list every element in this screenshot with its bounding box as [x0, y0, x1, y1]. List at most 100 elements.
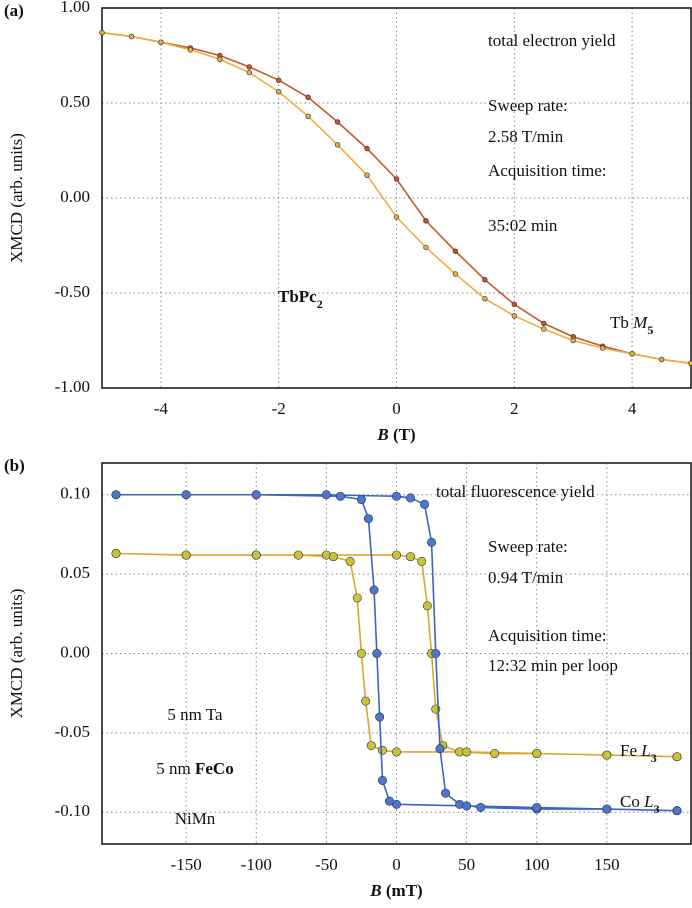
data-point: [629, 351, 635, 357]
data-point: [293, 550, 303, 560]
y-tick-label: -0.50: [55, 282, 90, 301]
panel-label: (a): [4, 1, 24, 20]
data-point: [356, 495, 366, 505]
x-tick-label: -50: [315, 855, 338, 874]
annotation: 12:32 min per loop: [488, 656, 618, 675]
data-point: [334, 119, 341, 125]
annotation-part: 5: [647, 323, 653, 337]
y-tick-label: -0.10: [55, 801, 90, 820]
x-tick-label: 0: [392, 855, 401, 874]
y-tick-label: 1.00: [60, 0, 90, 16]
annotation-part: Tb: [610, 313, 633, 332]
x-tick-label: -100: [241, 855, 272, 874]
annotation: Acquisition time:: [488, 161, 607, 180]
data-point: [599, 345, 606, 351]
y-tick-label: -1.00: [55, 377, 90, 396]
data-point: [345, 556, 355, 566]
y-tick-label: 0.00: [60, 642, 90, 661]
data-point: [366, 741, 376, 751]
annotation-part: 2: [317, 297, 323, 311]
data-point: [375, 712, 385, 722]
x-axis-label: B (mT): [369, 881, 422, 900]
annotation: TbPc2: [278, 287, 323, 311]
data-point: [482, 277, 488, 283]
y-tick-label: 0.00: [60, 187, 90, 206]
x-tick-label: -2: [272, 399, 286, 418]
annotation: total fluorescence yield: [436, 482, 595, 501]
annotation: 2.58 T/min: [488, 127, 564, 146]
data-point: [435, 744, 445, 754]
annotation-part: L: [640, 741, 650, 760]
annotation: Fe L3: [620, 741, 657, 765]
y-tick-label: 0.10: [60, 484, 90, 503]
data-point: [246, 64, 252, 70]
annotation: Sweep rate:: [488, 537, 568, 556]
data-point: [328, 552, 338, 562]
data-point: [423, 244, 429, 251]
data-point: [377, 745, 387, 755]
data-point: [441, 788, 451, 798]
data-point: [452, 271, 459, 277]
data-point: [321, 490, 331, 500]
data-point: [490, 749, 500, 759]
y-axis-label: XMCD (arb. units): [7, 589, 26, 719]
data-point: [511, 301, 517, 308]
plot-frame: [101, 462, 692, 845]
data-point: [363, 514, 373, 524]
annotation-part: FeCo: [195, 759, 234, 778]
data-point: [532, 749, 542, 759]
annotation-part: Co: [620, 792, 644, 811]
data-point: [361, 696, 371, 706]
annotation-part: 3: [651, 751, 657, 765]
data-point: [391, 550, 401, 560]
data-point: [111, 490, 121, 500]
annotation-part: 3: [654, 802, 660, 816]
data-point: [393, 214, 400, 220]
data-point: [369, 585, 379, 595]
annotation-part: TbPc: [278, 287, 317, 306]
data-point: [420, 499, 430, 509]
x-axis-label: B (T): [376, 425, 415, 444]
data-point: [672, 752, 682, 762]
data-point: [391, 491, 401, 501]
data-point: [111, 548, 121, 558]
y-tick-label: -0.05: [55, 722, 90, 741]
data-point: [391, 747, 401, 757]
annotation: 5 nm FeCo: [156, 759, 233, 778]
data-point: [482, 296, 488, 302]
data-point: [377, 775, 387, 785]
annotation: NiMn: [175, 809, 216, 828]
data-point: [541, 326, 547, 332]
data-point: [276, 77, 282, 83]
annotation: Acquisition time:: [488, 626, 607, 645]
data-point: [352, 593, 362, 603]
annotation: total electron yield: [488, 31, 616, 50]
y-axis-label: XMCD (arb. units): [7, 133, 26, 263]
annotation: 0.94 T/min: [488, 568, 564, 587]
data-point: [335, 491, 345, 501]
data-point: [393, 176, 400, 182]
annotation: Sweep rate:: [488, 96, 568, 115]
data-point: [570, 337, 576, 344]
data-point: [187, 47, 194, 53]
data-point: [251, 490, 261, 500]
annotation: Tb M5: [610, 313, 653, 337]
data-point: [158, 39, 164, 45]
data-point: [246, 69, 252, 76]
data-point: [384, 796, 394, 806]
x-tick-label: -150: [171, 855, 202, 874]
x-axis-label-part: (mT): [382, 881, 423, 900]
data-point: [251, 550, 261, 560]
x-axis-label-part: (T): [389, 425, 416, 444]
data-point: [334, 142, 341, 148]
annotation: 5 nm Ta: [167, 705, 223, 724]
data-point: [511, 313, 517, 319]
data-point: [305, 113, 311, 120]
data-point: [417, 556, 427, 566]
x-tick-label: 100: [524, 855, 550, 874]
data-point: [99, 30, 105, 36]
data-point: [305, 94, 311, 101]
data-point: [688, 360, 692, 366]
